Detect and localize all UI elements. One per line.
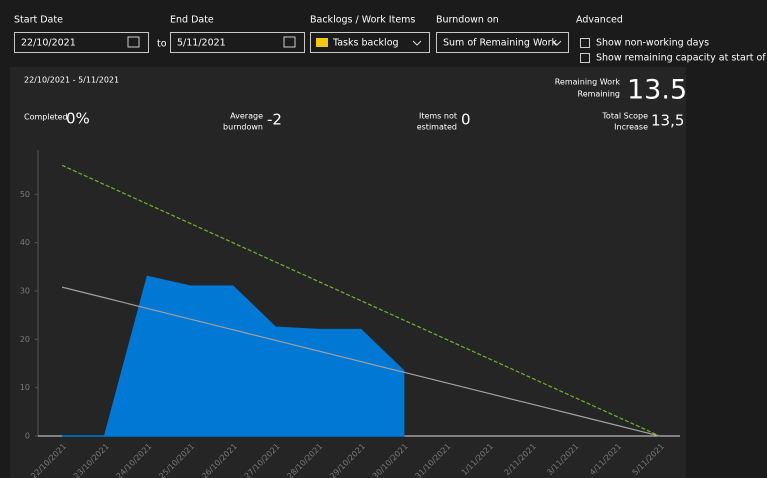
start-label: Start Date	[14, 15, 63, 26]
stat-label: Total Scope	[601, 112, 648, 121]
dropdown-box[interactable]	[436, 32, 569, 53]
stat-value: -2	[267, 111, 282, 129]
stat-label: Remaining Work	[555, 78, 621, 87]
stat-value: 13.5	[627, 75, 687, 106]
backlog-icon[interactable]	[316, 38, 328, 47]
stat-label: estimated	[417, 123, 457, 132]
y-tick-label: 20	[20, 335, 30, 344]
stat-value: 13,5	[651, 112, 684, 130]
backlog-label: Backlogs / Work Items	[310, 15, 415, 26]
burndown-value[interactable]: Sum of Remaining Work	[443, 38, 558, 49]
y-tick-label: 50	[20, 190, 30, 199]
advanced-label: Advanced	[576, 15, 623, 26]
checkbox[interactable]	[580, 53, 590, 63]
stat-label: Completed	[24, 113, 68, 122]
burndown-label: Burndown on	[436, 15, 499, 26]
y-tick-label: 10	[20, 383, 30, 392]
trend-line	[61, 286, 660, 437]
stat-label: Remaining	[578, 90, 620, 99]
to-label: to	[157, 39, 167, 50]
remaining-area	[62, 275, 405, 437]
end-label: End Date	[170, 15, 214, 26]
date-range: 22/10/2021 - 5/11/2021	[24, 76, 119, 85]
dropdown-box[interactable]	[310, 32, 430, 53]
y-tick-label: 40	[20, 238, 30, 247]
stat-label: burndown	[223, 123, 263, 132]
stat-value: 0	[461, 111, 471, 129]
backlog-dropdown[interactable]: Tasks backlog	[310, 32, 430, 53]
start-value[interactable]: 22/10/2021	[21, 38, 76, 49]
stat-label: Increase	[614, 123, 648, 132]
chevron[interactable]	[552, 40, 562, 46]
end-value[interactable]: 5/11/2021	[177, 38, 226, 49]
stat-label: Items not	[419, 112, 457, 121]
y-tick-label: 0	[25, 432, 30, 441]
input-box[interactable]	[14, 32, 149, 53]
ideal-line	[61, 164, 661, 437]
calendar-icon[interactable]	[127, 36, 140, 48]
stat-value: 0%	[66, 110, 90, 128]
burndown-dropdown[interactable]: Sum of Remaining Work	[436, 32, 569, 53]
backlog-value[interactable]: Tasks backlog	[332, 38, 399, 49]
start-input[interactable]: 22/10/2021	[14, 32, 149, 53]
checkbox[interactable]	[580, 38, 590, 48]
option-label[interactable]: Show remaining capacity at start of day	[596, 53, 767, 64]
y-tick-label: 30	[20, 287, 30, 296]
stat-label: Average	[230, 112, 263, 121]
calendar-icon[interactable]	[283, 36, 296, 48]
end-input[interactable]: 5/11/2021	[170, 32, 305, 53]
option-label[interactable]: Show non-working days	[596, 38, 709, 49]
input-box[interactable]	[170, 32, 305, 53]
chevron[interactable]	[412, 40, 422, 46]
